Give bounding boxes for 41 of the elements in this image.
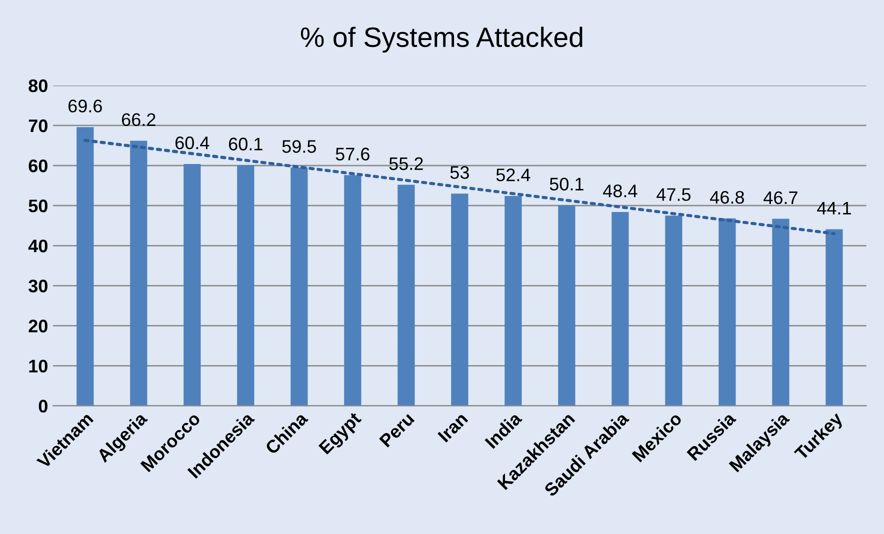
bar <box>718 218 736 406</box>
y-tick-label: 60 <box>28 159 48 172</box>
bar <box>237 165 254 406</box>
data-label: 47.5 <box>656 188 691 201</box>
y-tick-label: 30 <box>28 280 48 292</box>
y-tick-label: 50 <box>28 200 48 212</box>
bar <box>451 194 468 406</box>
data-label: 60.1 <box>229 138 262 150</box>
data-label: 66.2 <box>122 113 156 126</box>
y-tick-label: 20 <box>28 320 48 332</box>
y-tick-label: 10 <box>29 360 48 373</box>
bar <box>826 229 843 406</box>
data-label: 50.1 <box>550 178 584 191</box>
bar <box>504 196 522 406</box>
data-label: 55.2 <box>389 157 423 170</box>
y-tick-label: 0 <box>38 400 48 413</box>
bar <box>184 164 201 406</box>
bar <box>612 212 629 406</box>
chart-title: % of Systems Attacked <box>300 26 582 53</box>
bar <box>76 127 94 406</box>
data-label: 46.7 <box>764 191 798 204</box>
bar <box>665 216 682 406</box>
bar <box>344 175 362 406</box>
bar <box>772 218 790 406</box>
bar <box>398 184 415 406</box>
data-label: 59.5 <box>282 140 316 153</box>
bar <box>130 140 148 406</box>
data-label: 53 <box>450 166 469 179</box>
data-label: 46.8 <box>710 190 744 204</box>
y-tick-label: 80 <box>28 79 48 92</box>
data-label: 52.4 <box>496 168 530 182</box>
data-label: 69.6 <box>68 100 102 112</box>
y-tick-label: 70 <box>28 119 48 132</box>
data-label: 57.6 <box>336 148 370 160</box>
bar <box>558 205 576 406</box>
bar <box>290 168 308 406</box>
data-label: 60.4 <box>176 136 210 150</box>
data-label: 48.4 <box>603 184 638 198</box>
x-tick-label: Iran <box>438 412 468 443</box>
y-tick-label: 40 <box>28 240 48 252</box>
data-label: 44.1 <box>817 202 851 214</box>
